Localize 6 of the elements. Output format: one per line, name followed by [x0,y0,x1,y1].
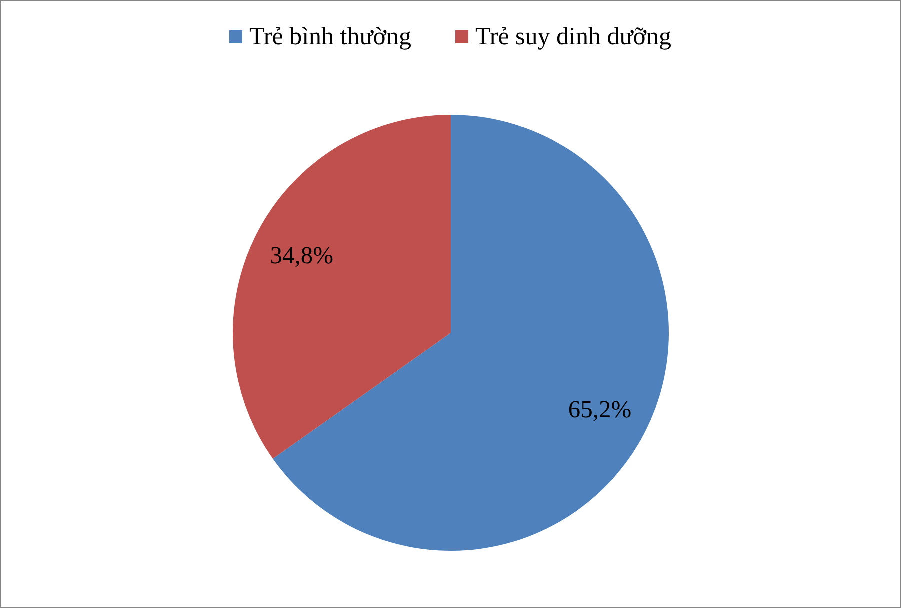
pie-slice [273,115,669,551]
legend-label: Trẻ bình thường [250,24,412,50]
pie-slice [233,115,451,459]
data-label: 65,2% [568,396,632,424]
data-label: 34,8% [270,242,334,270]
legend-label: Trẻ suy dinh dưỡng [475,24,672,50]
